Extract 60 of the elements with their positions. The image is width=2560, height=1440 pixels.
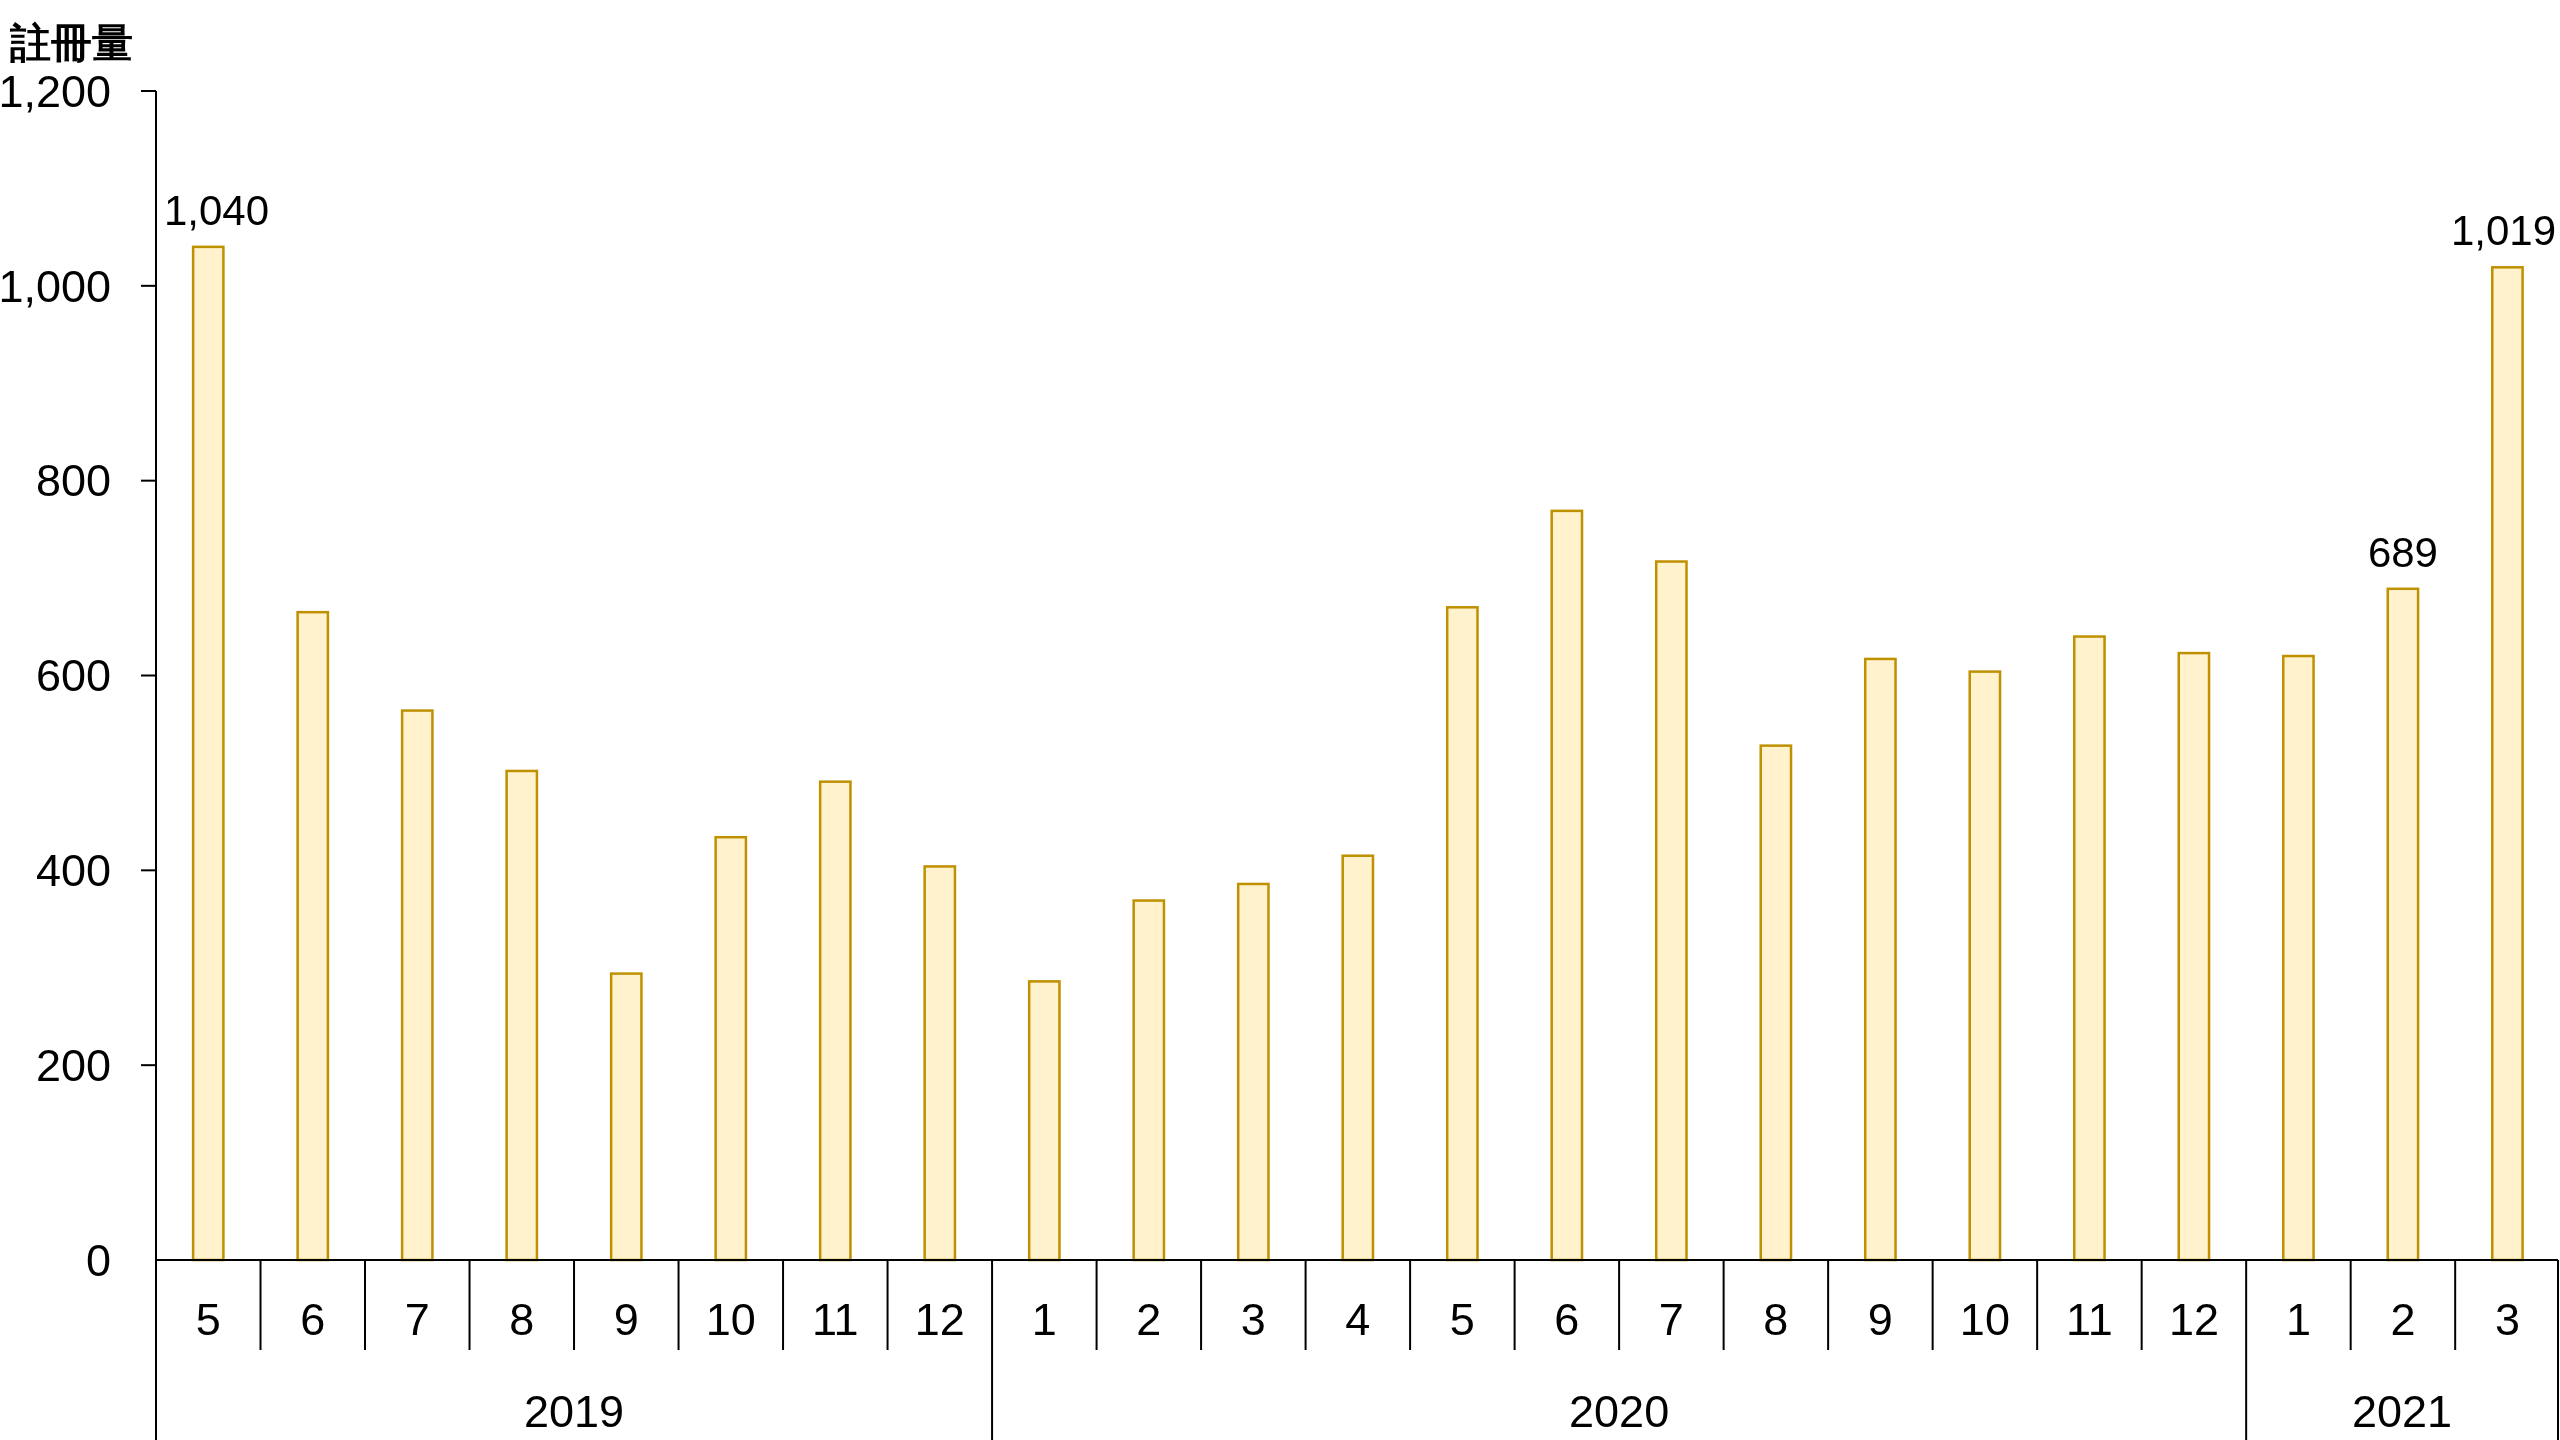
bar bbox=[1759, 744, 1793, 1262]
x-tick-label: 9 bbox=[613, 1293, 639, 1345]
bar bbox=[1236, 882, 1270, 1262]
x-tick-label: 4 bbox=[1345, 1293, 1371, 1345]
y-tick-label: 1,000 bbox=[0, 260, 111, 312]
x-tick-label: 5 bbox=[195, 1293, 221, 1345]
bar bbox=[1445, 606, 1479, 1262]
data-label: 689 bbox=[2367, 528, 2438, 576]
bar bbox=[1968, 670, 2002, 1262]
bar bbox=[1341, 854, 1375, 1262]
y-tick-label: 800 bbox=[35, 455, 111, 507]
x-tick-label: 1 bbox=[1031, 1293, 1057, 1345]
bar bbox=[609, 972, 643, 1262]
x-tick-label: 2 bbox=[1136, 1293, 1162, 1345]
bar bbox=[2282, 654, 2315, 1262]
bar bbox=[2177, 651, 2211, 1262]
x-tick-label: 7 bbox=[404, 1293, 430, 1345]
x-tick-label: 3 bbox=[1240, 1293, 1266, 1345]
x-tick-label: 2 bbox=[2390, 1293, 2416, 1345]
bar bbox=[505, 769, 539, 1262]
y-tick-label: 200 bbox=[35, 1039, 111, 1091]
text: 2021 bbox=[2352, 1385, 2453, 1437]
bar bbox=[1550, 509, 1584, 1262]
bar bbox=[2386, 587, 2420, 1262]
bar bbox=[1027, 980, 1061, 1262]
bar bbox=[191, 245, 225, 1262]
text: 2020 bbox=[1569, 1385, 1670, 1437]
x-tick-label: 3 bbox=[2494, 1293, 2520, 1345]
y-tick-label: 1,200 bbox=[0, 65, 111, 117]
x-tick-label: 11 bbox=[811, 1293, 859, 1345]
bar bbox=[923, 865, 957, 1262]
y-tick-label: 0 bbox=[85, 1234, 111, 1286]
x-tick-label: 1 bbox=[2285, 1293, 2311, 1345]
x-tick-label: 5 bbox=[1449, 1293, 1475, 1345]
y-tick-label: 400 bbox=[35, 845, 111, 897]
x-tick-label: 6 bbox=[300, 1293, 326, 1345]
bar bbox=[818, 780, 852, 1262]
x-tick-label: 10 bbox=[705, 1293, 756, 1345]
bar bbox=[1132, 899, 1166, 1262]
y-tick-label: 600 bbox=[35, 650, 111, 702]
x-tick-label: 9 bbox=[1867, 1293, 1893, 1345]
bar bbox=[2491, 266, 2524, 1262]
bar bbox=[2073, 635, 2106, 1262]
bar bbox=[714, 835, 748, 1262]
x-tick-label: 6 bbox=[1554, 1293, 1580, 1345]
data-label: 1,019 bbox=[2450, 207, 2557, 255]
bar bbox=[1863, 657, 1897, 1262]
x-tick-label: 12 bbox=[2168, 1293, 2219, 1345]
y-axis-title: 註冊量 bbox=[9, 20, 133, 66]
x-tick-label: 12 bbox=[914, 1293, 965, 1345]
x-tick-label: 11 bbox=[2066, 1293, 2113, 1345]
bar bbox=[400, 709, 434, 1262]
x-tick-label: 8 bbox=[1763, 1293, 1789, 1345]
data-label: 1,040 bbox=[163, 186, 270, 234]
bar bbox=[296, 610, 330, 1262]
x-tick-label: 7 bbox=[1658, 1293, 1684, 1345]
x-tick-label: 8 bbox=[509, 1293, 535, 1345]
x-tick-label: 10 bbox=[1959, 1293, 2010, 1345]
text: 2019 bbox=[523, 1385, 625, 1437]
bar bbox=[1654, 560, 1688, 1262]
